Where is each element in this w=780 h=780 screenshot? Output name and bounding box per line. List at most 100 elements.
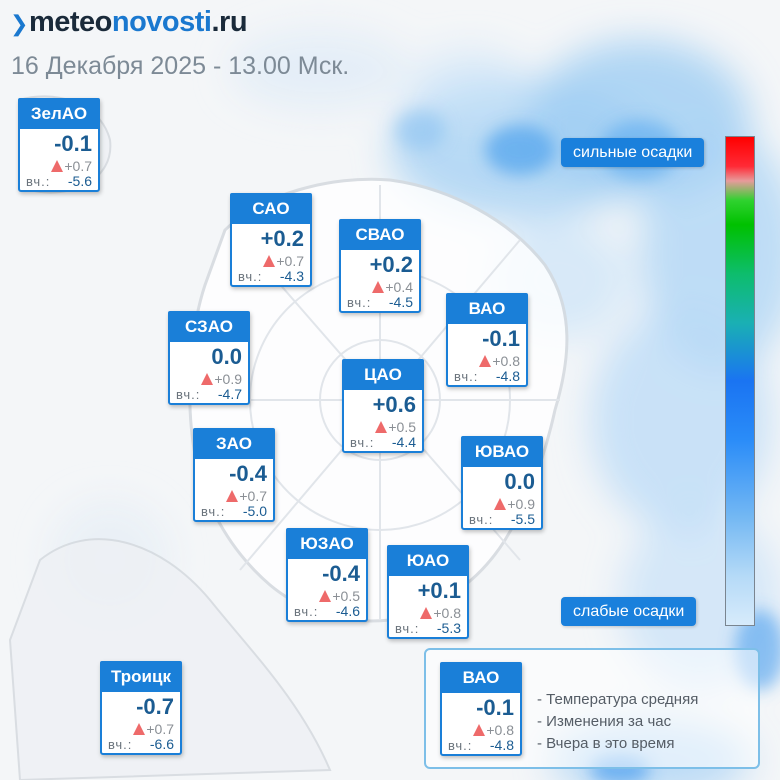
district-temp: -0.7: [136, 694, 174, 719]
triangle-up-icon: [479, 355, 492, 367]
district-temp: -0.4: [322, 561, 360, 586]
triangle-up-icon: [201, 373, 214, 385]
triangle-up-icon: [51, 160, 64, 172]
district-name: ЮЗАО: [286, 528, 368, 559]
district-temp: 0.0: [211, 344, 242, 369]
district-name: ЮВАО: [461, 436, 543, 467]
yesterday-label: вч.:: [201, 504, 226, 519]
district-card-yuzao: ЮЗАО -0.4 +0.5 вч.: -4.6: [286, 528, 368, 622]
yesterday-temp: -5.6: [67, 173, 92, 189]
district-name: ВАО: [446, 293, 528, 324]
yesterday-temp: -5.3: [436, 620, 461, 636]
district-change: +0.5: [375, 419, 416, 435]
district-name: СЗАО: [168, 311, 250, 342]
district-change-value: +0.7: [64, 158, 92, 174]
logo-text-post: .ru: [211, 6, 248, 38]
district-change-value: +0.9: [507, 496, 535, 512]
district-card-yuvao: ЮВАО 0.0 +0.9 вч.: -5.5: [461, 436, 543, 530]
logo-mark-icon: ❯: [10, 11, 28, 36]
district-temp: 0.0: [504, 469, 535, 494]
district-change: +0.7: [51, 158, 92, 174]
district-name: ЮАО: [387, 545, 469, 576]
triangle-up-icon: [494, 498, 507, 510]
district-change-value: +0.7: [239, 488, 267, 504]
district-name: ЦАО: [342, 359, 424, 390]
triangle-up-icon: [473, 724, 486, 736]
yesterday-label: вч.:: [294, 604, 319, 619]
legend-item-avg-temp: - Температура средняя: [537, 691, 699, 708]
district-change-value: +0.8: [486, 722, 514, 738]
district-card-yuao: ЮАО +0.1 +0.8 вч.: -5.3: [387, 545, 469, 639]
triangle-up-icon: [226, 490, 239, 502]
district-name: СВАО: [339, 219, 421, 250]
district-change-value: +0.9: [214, 371, 242, 387]
triangle-up-icon: [375, 421, 388, 433]
yesterday-temp: -5.0: [242, 503, 267, 519]
district-change-value: +0.7: [276, 253, 304, 269]
logo-text-mid: novosti: [111, 6, 212, 38]
district-change-value: +0.8: [433, 605, 461, 621]
legend-sample-card: ВАО -0.1 +0.8 вч.: -4.8: [440, 662, 522, 756]
district-name: Троицк: [100, 661, 182, 692]
yesterday-temp: -5.5: [510, 511, 535, 527]
strong-precip-label: сильные осадки: [561, 138, 705, 167]
district-change-value: +0.5: [332, 588, 360, 604]
district-change: +0.7: [226, 488, 267, 504]
district-card-sao: САО +0.2 +0.7 вч.: -4.3: [230, 193, 312, 287]
site-logo[interactable]: ❯meteonovosti.ru: [10, 6, 248, 39]
yesterday-temp: -4.7: [217, 386, 242, 402]
legend-box: ВАО -0.1 +0.8 вч.: -4.8 - Температура ср…: [424, 648, 760, 769]
district-change: +0.8: [479, 353, 520, 369]
district-temp: -0.4: [229, 461, 267, 486]
legend-item-hourly-change: - Изменения за час: [537, 713, 672, 730]
new-moscow-outline: [8, 538, 332, 780]
district-card-zao: ЗАО -0.4 +0.7 вч.: -5.0: [193, 428, 275, 522]
district-card-zelao: ЗелАО -0.1 +0.7 вч.: -5.6: [18, 98, 100, 192]
triangle-up-icon: [319, 590, 332, 602]
yesterday-temp: -4.5: [388, 294, 413, 310]
triangle-up-icon: [133, 723, 146, 735]
yesterday-temp: -4.8: [495, 368, 520, 384]
district-temp: -0.1: [54, 131, 92, 156]
precip-color-scale: [725, 136, 755, 626]
district-name: ВАО: [440, 662, 522, 693]
yesterday-label: вч.:: [347, 295, 372, 310]
district-temp: -0.1: [482, 326, 520, 351]
district-change: +0.4: [372, 279, 413, 295]
district-card-troitsk: Троицк -0.7 +0.7 вч.: -6.6: [100, 661, 182, 755]
district-change: +0.7: [133, 721, 174, 737]
yesterday-label: вч.:: [448, 738, 473, 753]
yesterday-temp: -4.8: [489, 737, 514, 753]
yesterday-label: вч.:: [454, 369, 479, 384]
district-change-value: +0.5: [388, 419, 416, 435]
district-name: САО: [230, 193, 312, 224]
triangle-up-icon: [372, 281, 385, 293]
triangle-up-icon: [263, 255, 276, 267]
logo-text-pre: meteo: [28, 6, 112, 38]
weak-precip-label: слабые осадки: [561, 597, 697, 626]
yesterday-temp: -6.6: [149, 736, 174, 752]
district-change-value: +0.8: [492, 353, 520, 369]
district-change: +0.8: [420, 605, 461, 621]
district-temp: +0.1: [417, 578, 461, 603]
district-change: +0.7: [263, 253, 304, 269]
yesterday-temp: -4.6: [335, 603, 360, 619]
district-temp: +0.6: [372, 392, 416, 417]
district-change-value: +0.4: [385, 279, 413, 295]
yesterday-label: вч.:: [26, 174, 51, 189]
yesterday-label: вч.:: [176, 387, 201, 402]
forecast-datetime: 16 Декабря 2025 - 13.00 Мск.: [11, 52, 350, 80]
district-name: ЗАО: [193, 428, 275, 459]
district-temp: +0.2: [369, 252, 413, 277]
yesterday-temp: -4.3: [279, 268, 304, 284]
district-card-cao: ЦАО +0.6 +0.5 вч.: -4.4: [342, 359, 424, 453]
district-change: +0.5: [319, 588, 360, 604]
district-temp: -0.1: [476, 695, 514, 720]
district-change: +0.9: [201, 371, 242, 387]
yesterday-temp: -4.4: [391, 434, 416, 450]
triangle-up-icon: [420, 607, 433, 619]
district-change: +0.9: [494, 496, 535, 512]
district-card-svao: СВАО +0.2 +0.4 вч.: -4.5: [339, 219, 421, 313]
district-name: ЗелАО: [18, 98, 100, 129]
district-change: +0.8: [473, 722, 514, 738]
